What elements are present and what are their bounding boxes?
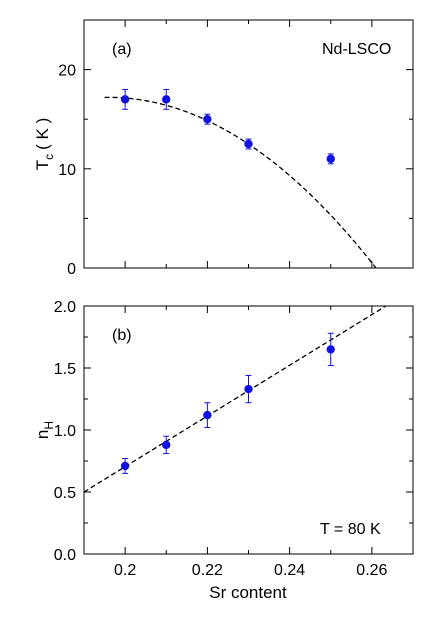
y-tick-label: 0.0 xyxy=(54,547,76,564)
data-point xyxy=(326,345,335,354)
panel-b-frame xyxy=(83,305,414,555)
x-tick-label: 0.2 xyxy=(114,562,136,579)
data-point xyxy=(120,461,130,471)
panel-b-ticks: 0.0 0.5 1.0 1.5 2.0 0.2 0.22 0.24 0.26 xyxy=(54,299,414,579)
x-tick-label: 0.22 xyxy=(192,562,223,579)
panel-b-ylabel-main: n xyxy=(33,430,52,439)
panel-b-label: (b) xyxy=(112,327,132,344)
data-point xyxy=(162,95,171,104)
fit-line xyxy=(83,305,387,493)
panel-a-ylabel: Tc ( K ) xyxy=(33,118,56,171)
y-tick-label: 20 xyxy=(58,63,76,80)
data-point xyxy=(244,139,253,149)
panel-a-points xyxy=(120,88,335,165)
panel-a-ylabel-unit: ( K ) xyxy=(33,118,52,150)
panel-b: 0.0 0.5 1.0 1.5 2.0 0.2 0.22 0.24 0.26 (b) T = 8… xyxy=(33,299,414,602)
x-tick-label: 0.24 xyxy=(274,562,305,579)
panel-a-annotation: Nd-LSCO xyxy=(322,41,391,58)
data-point xyxy=(120,95,130,104)
y-tick-label: 1.5 xyxy=(54,361,76,378)
data-point xyxy=(244,384,253,394)
y-tick-label: 2.0 xyxy=(54,299,76,316)
data-point xyxy=(203,115,212,124)
panel-a-ylabel-sub: c xyxy=(42,154,56,160)
panel-a-ylabel-main: T xyxy=(33,160,52,170)
panel-b-points xyxy=(120,332,335,474)
x-axis-title: Sr content xyxy=(209,583,287,602)
panel-a-fit-curve xyxy=(104,96,377,269)
panel-b-ylabel: nH xyxy=(33,421,56,439)
panel-a-label: (a) xyxy=(112,41,132,58)
y-tick-label: 0 xyxy=(67,261,76,278)
data-point xyxy=(326,154,335,164)
panel-a-ticks: 0 10 20 xyxy=(58,20,414,278)
data-point xyxy=(162,440,171,450)
fit-curve xyxy=(104,96,377,269)
data-point xyxy=(203,410,212,420)
panel-b-fit-line xyxy=(83,305,387,493)
panel-b-ylabel-sub: H xyxy=(42,421,56,430)
y-tick-label: 1.0 xyxy=(54,423,76,440)
x-tick-label: 0.26 xyxy=(356,562,387,579)
panel-a: 0 10 20 (a) Nd-LSCO Tc ( K ) xyxy=(33,19,414,278)
y-tick-label: 0.5 xyxy=(54,485,76,502)
panel-b-annotation: T = 80 K xyxy=(320,521,381,538)
y-tick-label: 10 xyxy=(58,162,76,179)
